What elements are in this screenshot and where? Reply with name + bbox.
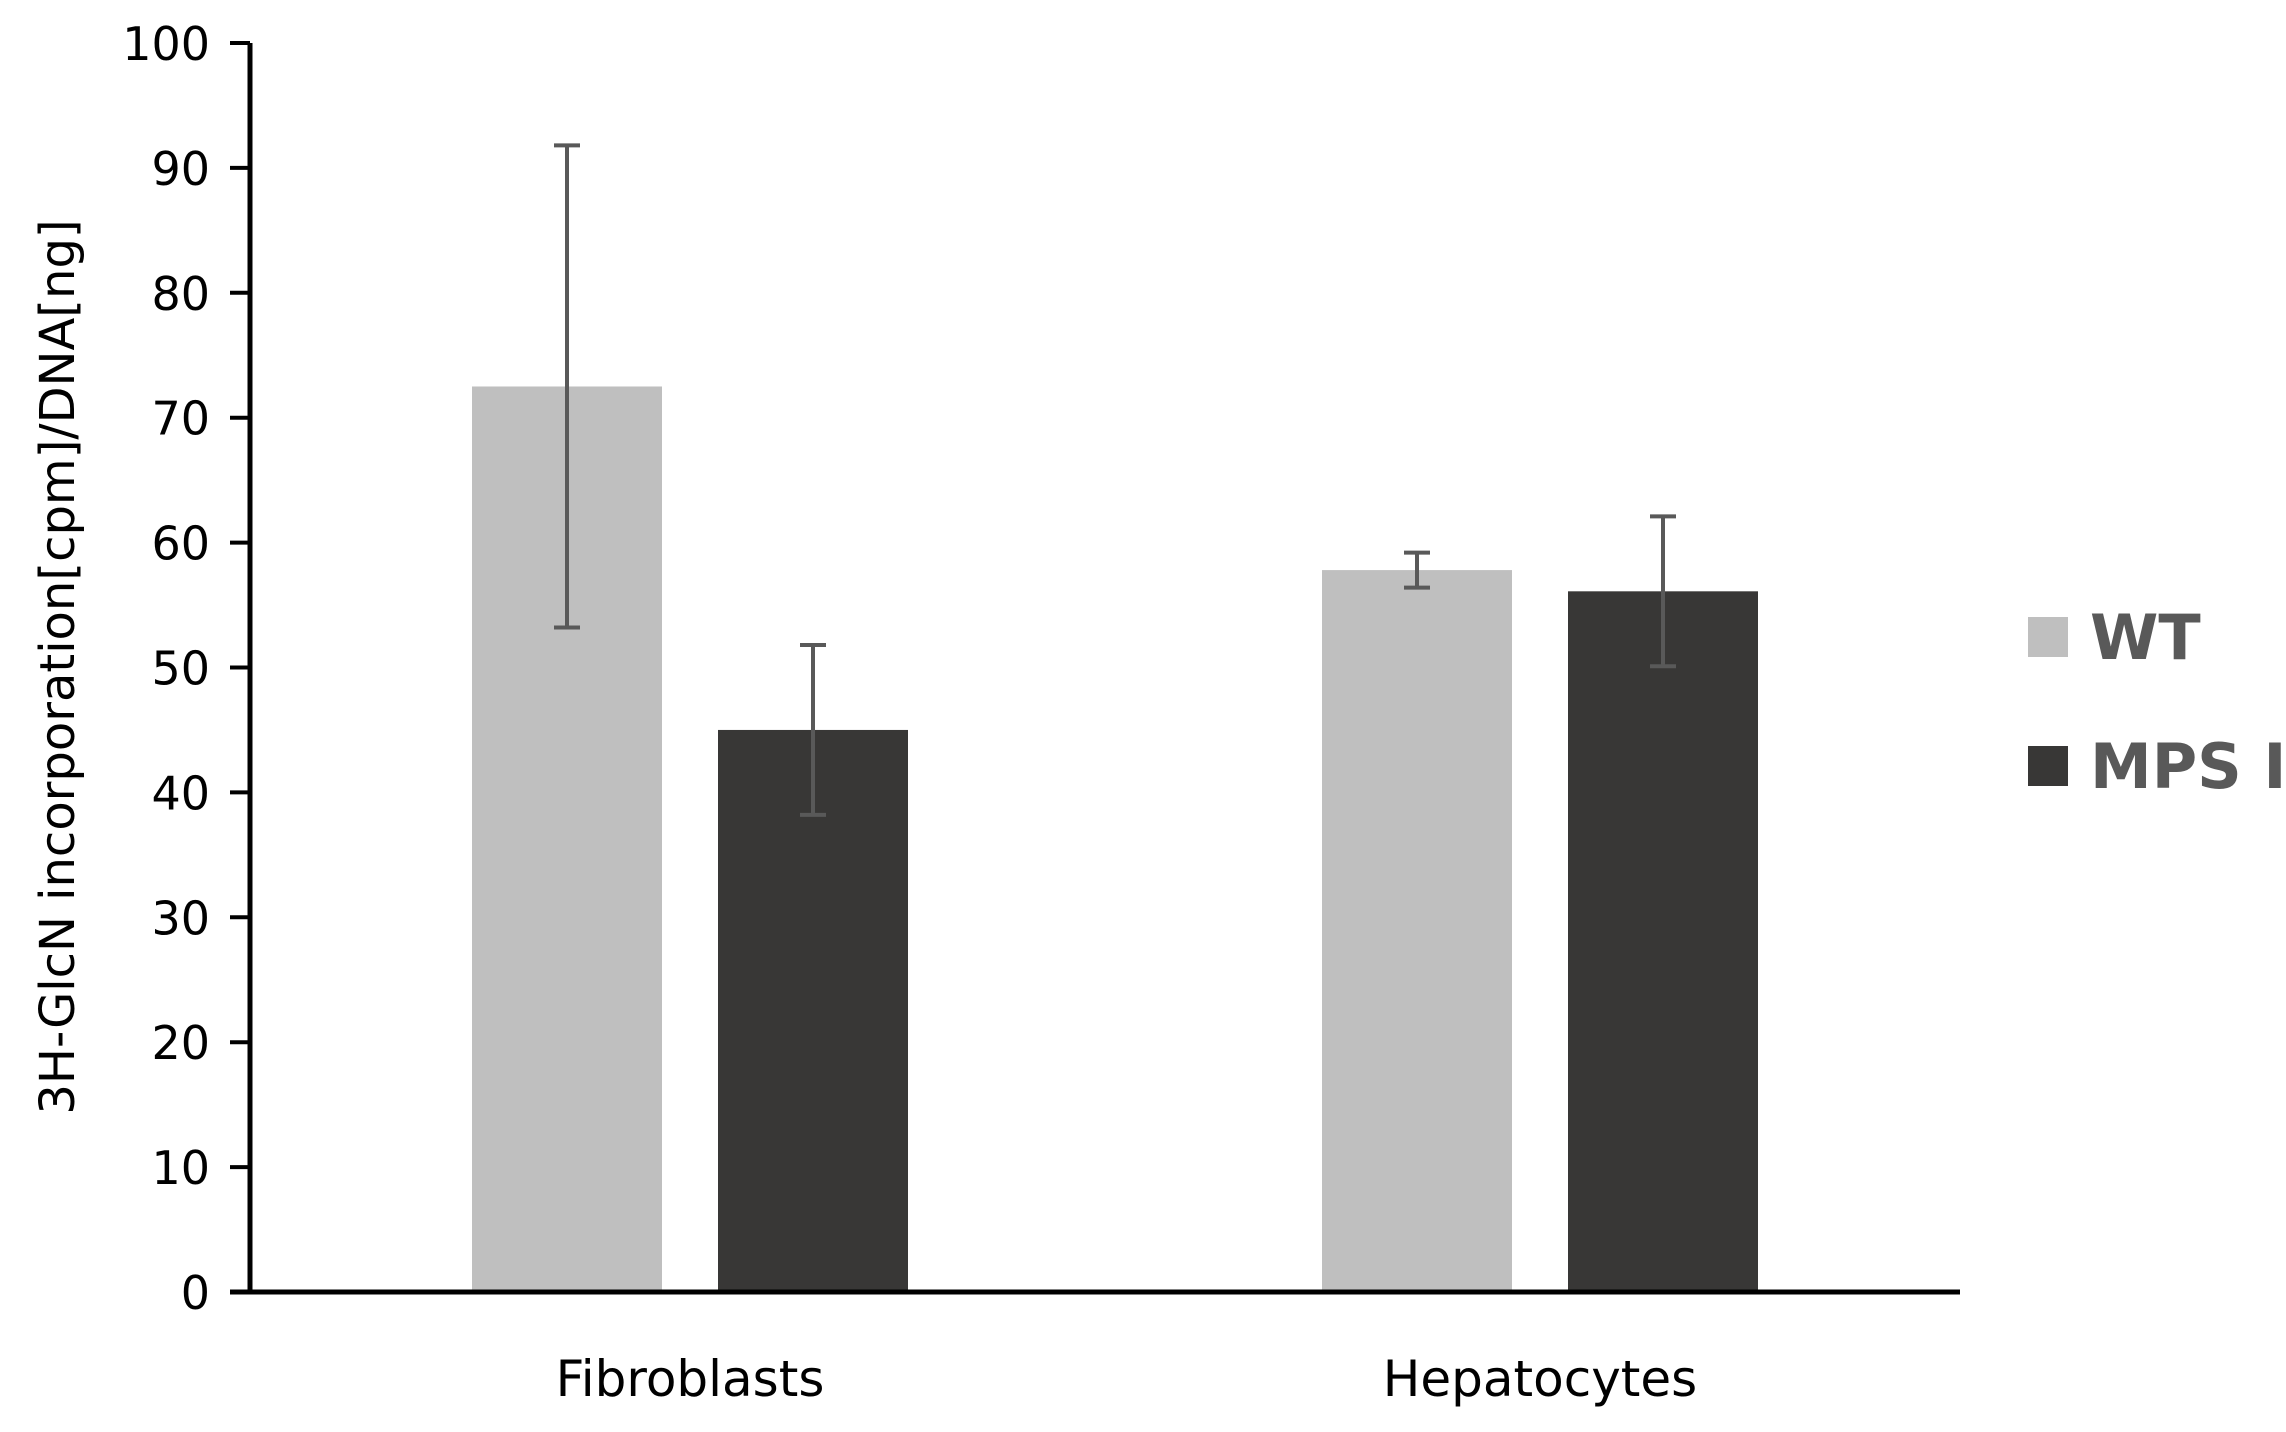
y-axis-label-group: 3H-GlcN incorporation[cpm]/DNA[ng]	[30, 219, 86, 1114]
legend: WT MPS I	[2028, 601, 2286, 803]
x-axis-ticks: Fibroblasts Hepatocytes	[556, 1350, 1698, 1408]
y-tick-label: 80	[151, 267, 210, 321]
x-tick-label: Fibroblasts	[556, 1350, 825, 1408]
bar-mps-i-fibroblasts	[718, 729, 908, 1292]
y-axis-ticks: 0 10 20 30 40 50 60 70 80 90 100	[122, 17, 250, 1320]
y-axis-label: 3H-GlcN incorporation[cpm]/DNA[ng]	[30, 219, 86, 1114]
axes-group	[230, 43, 1960, 1295]
legend-swatch-mps-i	[2028, 746, 2068, 786]
bar-mps-i-hepatocytes	[1568, 591, 1758, 1292]
y-tick-label: 90	[151, 142, 210, 196]
error-bars-group	[554, 143, 1676, 817]
y-tick-label: 100	[122, 17, 210, 71]
legend-swatch-wt	[2028, 617, 2068, 657]
y-tick-label: 40	[151, 766, 210, 820]
y-tick-label: 70	[151, 392, 210, 446]
y-tick-label: 30	[151, 891, 210, 945]
y-tick-label: 20	[151, 1016, 210, 1070]
y-tick-label: 50	[151, 642, 210, 696]
x-tick-label: Hepatocytes	[1383, 1350, 1697, 1408]
bars-group	[472, 386, 1758, 1293]
legend-label-mps-i: MPS I	[2090, 730, 2286, 803]
bar-wt-hepatocytes	[1322, 570, 1512, 1292]
y-tick-label: 10	[151, 1141, 210, 1195]
y-tick-label: 60	[151, 517, 210, 571]
legend-label-wt: WT	[2090, 601, 2201, 674]
y-tick-label: 0	[181, 1266, 210, 1320]
